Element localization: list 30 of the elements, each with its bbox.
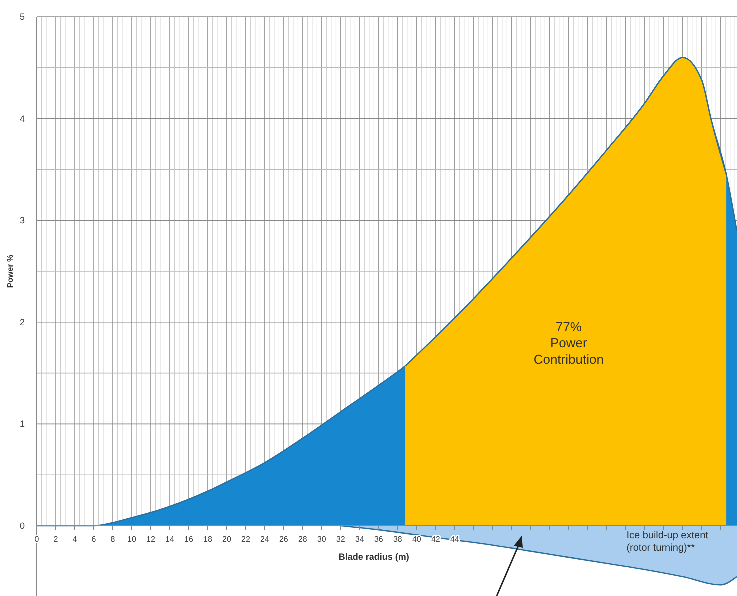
x-tick-label: 32 — [336, 535, 346, 544]
x-tick-label: 26 — [279, 535, 289, 544]
x-tick-label: 10 — [128, 535, 137, 544]
x-tick-label: 30 — [317, 535, 327, 544]
x-tick-label: 20 — [222, 535, 232, 544]
x-tick-label: 18 — [204, 535, 213, 544]
x-tick-label: 4 — [72, 535, 78, 544]
y-tick-label: 2 — [20, 317, 25, 328]
x-tick-label: 12 — [146, 535, 156, 544]
x-tick-label: 16 — [184, 535, 194, 544]
x-tick-label: 14 — [166, 535, 175, 544]
x-tick-label: 8 — [110, 535, 116, 544]
x-tick-label: 24 — [260, 535, 270, 544]
x-tick-label: 36 — [374, 535, 384, 544]
x-axis-title: Blade radius (m) — [338, 552, 410, 562]
y-tick-label: 0 — [20, 521, 25, 531]
x-tick-label: 38 — [393, 535, 403, 544]
x-tick-label: 28 — [298, 535, 308, 544]
annotation: Ice build-up extent (rotor turning)** — [626, 530, 709, 554]
annotation: 77% Power Contribution — [534, 319, 604, 367]
x-tick-label: 40 — [412, 535, 422, 544]
y-tick-label: 1 — [20, 419, 25, 430]
x-tick-label: 6 — [92, 535, 97, 544]
x-tick-label: 22 — [242, 535, 251, 544]
y-tick-label: 4 — [20, 114, 25, 124]
y-tick-label: 5 — [20, 12, 25, 22]
x-tick-label: 34 — [355, 535, 365, 544]
x-tick-label: 2 — [54, 535, 59, 544]
y-tick-label: 3 — [20, 216, 25, 226]
y-axis-title: Power % — [6, 254, 15, 288]
